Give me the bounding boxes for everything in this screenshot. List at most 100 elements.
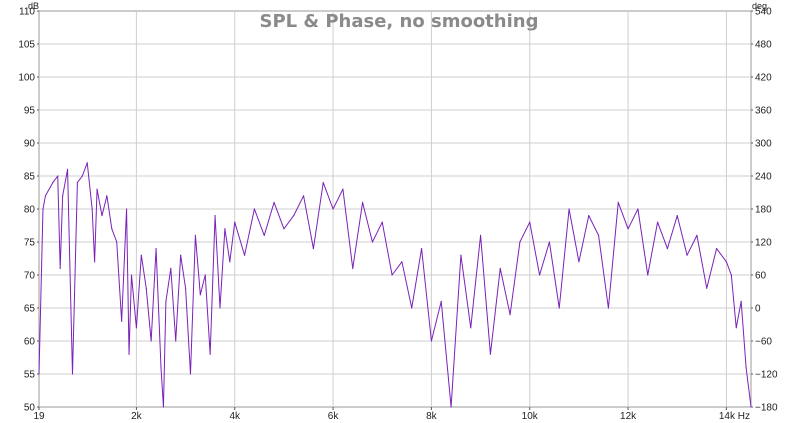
spl-data-point bbox=[401, 261, 403, 263]
y-tick-left-label: 60 bbox=[24, 337, 36, 348]
spl-data-point bbox=[273, 201, 275, 203]
spl-data-point bbox=[214, 215, 216, 217]
spl-data-point bbox=[62, 195, 64, 197]
spl-data-point bbox=[479, 234, 482, 236]
chart-title: SPL & Phase, no smoothing bbox=[260, 11, 539, 32]
y-tick-right-label: 60 bbox=[755, 271, 767, 282]
spl-data-point bbox=[76, 182, 78, 184]
spl-data-point bbox=[509, 314, 511, 316]
spl-data-point bbox=[66, 168, 69, 170]
spl-data-point bbox=[430, 340, 433, 342]
y-tick-right-label: −60 bbox=[755, 337, 772, 348]
spl-data-point bbox=[170, 267, 172, 269]
y-tick-left-label: 50 bbox=[24, 403, 36, 414]
y-tick-right-label: 0 bbox=[755, 304, 761, 315]
spl-data-point bbox=[312, 248, 315, 250]
y-tick-right-label: −120 bbox=[755, 370, 778, 381]
spl-data-point bbox=[224, 228, 226, 230]
spl-data-point bbox=[725, 261, 728, 263]
x-tick-label: 19 bbox=[33, 411, 45, 422]
y-tick-right-label: 180 bbox=[755, 205, 772, 216]
spl-data-point bbox=[342, 188, 344, 190]
spl-data-point bbox=[263, 234, 265, 236]
spl-data-point bbox=[219, 307, 221, 309]
spl-data-point bbox=[460, 254, 462, 256]
spl-data-point bbox=[529, 221, 531, 223]
y-axis-left-label: dB bbox=[28, 1, 39, 11]
spl-data-point bbox=[52, 182, 54, 184]
spl-data-point bbox=[130, 274, 133, 276]
spl-data-point bbox=[106, 195, 108, 197]
spl-data-point bbox=[125, 208, 128, 210]
spl-data-point bbox=[293, 215, 295, 217]
spl-data-point bbox=[42, 208, 44, 210]
spl-data-point bbox=[57, 175, 59, 177]
y-tick-right-label: 420 bbox=[755, 73, 772, 84]
spl-data-point bbox=[627, 228, 629, 230]
spl-data-point bbox=[558, 307, 560, 309]
spl-data-point bbox=[59, 267, 61, 269]
spl-data-point bbox=[607, 307, 610, 309]
spl-data-point bbox=[81, 175, 83, 177]
spl-data-point bbox=[588, 215, 590, 217]
spl-data-point bbox=[450, 406, 452, 408]
spl-data-point bbox=[96, 188, 98, 190]
spl-data-point bbox=[94, 261, 96, 263]
x-tick-label: 14k Hz bbox=[719, 411, 750, 422]
spl-data-point bbox=[150, 340, 152, 342]
spl-data-point bbox=[243, 254, 246, 256]
spl-data-point bbox=[735, 327, 737, 329]
spl-data-point bbox=[489, 353, 492, 355]
spl-series-line bbox=[38, 162, 752, 408]
spl-data-point bbox=[184, 287, 187, 289]
spl-data-point bbox=[637, 208, 639, 210]
spl-data-point bbox=[647, 274, 649, 276]
y-tick-left-label: 80 bbox=[24, 205, 36, 216]
y-tick-right-label: 240 bbox=[755, 172, 772, 183]
spl-data-point bbox=[91, 208, 93, 210]
spl-data-point bbox=[470, 327, 472, 329]
spl-data-point bbox=[715, 248, 718, 250]
spl-data-point bbox=[706, 287, 708, 289]
spl-data-point bbox=[568, 208, 570, 210]
spl-data-point bbox=[322, 182, 324, 184]
spl-data-point bbox=[578, 261, 580, 263]
spl-data-point bbox=[656, 221, 659, 223]
spl-data-point bbox=[189, 373, 192, 375]
spl-data-point bbox=[440, 300, 442, 302]
y-tick-right-label: −180 bbox=[755, 403, 778, 414]
spl-data-point bbox=[283, 228, 285, 230]
spl-data-point bbox=[361, 201, 364, 203]
y-tick-right-label: 300 bbox=[755, 139, 772, 150]
y-tick-right-label: 360 bbox=[755, 106, 772, 117]
y-axis-right-label: deg bbox=[752, 1, 767, 11]
spl-data-point bbox=[165, 300, 167, 302]
spl-data-point bbox=[411, 307, 413, 309]
x-tick-label: 2k bbox=[131, 411, 143, 422]
spl-data-point bbox=[180, 254, 182, 256]
spl-data-point bbox=[234, 221, 236, 223]
x-tick-label: 4k bbox=[229, 411, 241, 422]
spl-data-point bbox=[253, 208, 255, 210]
spl-data-point bbox=[128, 353, 130, 355]
spl-data-point bbox=[381, 221, 383, 223]
spl-data-point bbox=[199, 294, 201, 296]
x-tick-label: 10k bbox=[522, 411, 539, 422]
spl-data-point bbox=[160, 366, 162, 368]
spl-data-point bbox=[686, 254, 688, 256]
spl-data-point bbox=[420, 248, 423, 250]
y-tick-left-label: 90 bbox=[24, 139, 36, 150]
y-tick-left-label: 105 bbox=[18, 40, 35, 51]
y-tick-left-label: 65 bbox=[24, 304, 36, 315]
spl-data-point bbox=[155, 248, 157, 250]
spl-data-point bbox=[597, 234, 600, 236]
spl-data-point bbox=[111, 228, 113, 230]
spl-data-point bbox=[666, 248, 669, 250]
spl-data-point bbox=[696, 234, 698, 236]
spl-data-point bbox=[371, 241, 374, 243]
y-tick-left-label: 55 bbox=[24, 370, 36, 381]
spl-data-point bbox=[101, 215, 103, 217]
spl-data-point bbox=[121, 320, 123, 322]
spl-data-point bbox=[229, 261, 231, 263]
